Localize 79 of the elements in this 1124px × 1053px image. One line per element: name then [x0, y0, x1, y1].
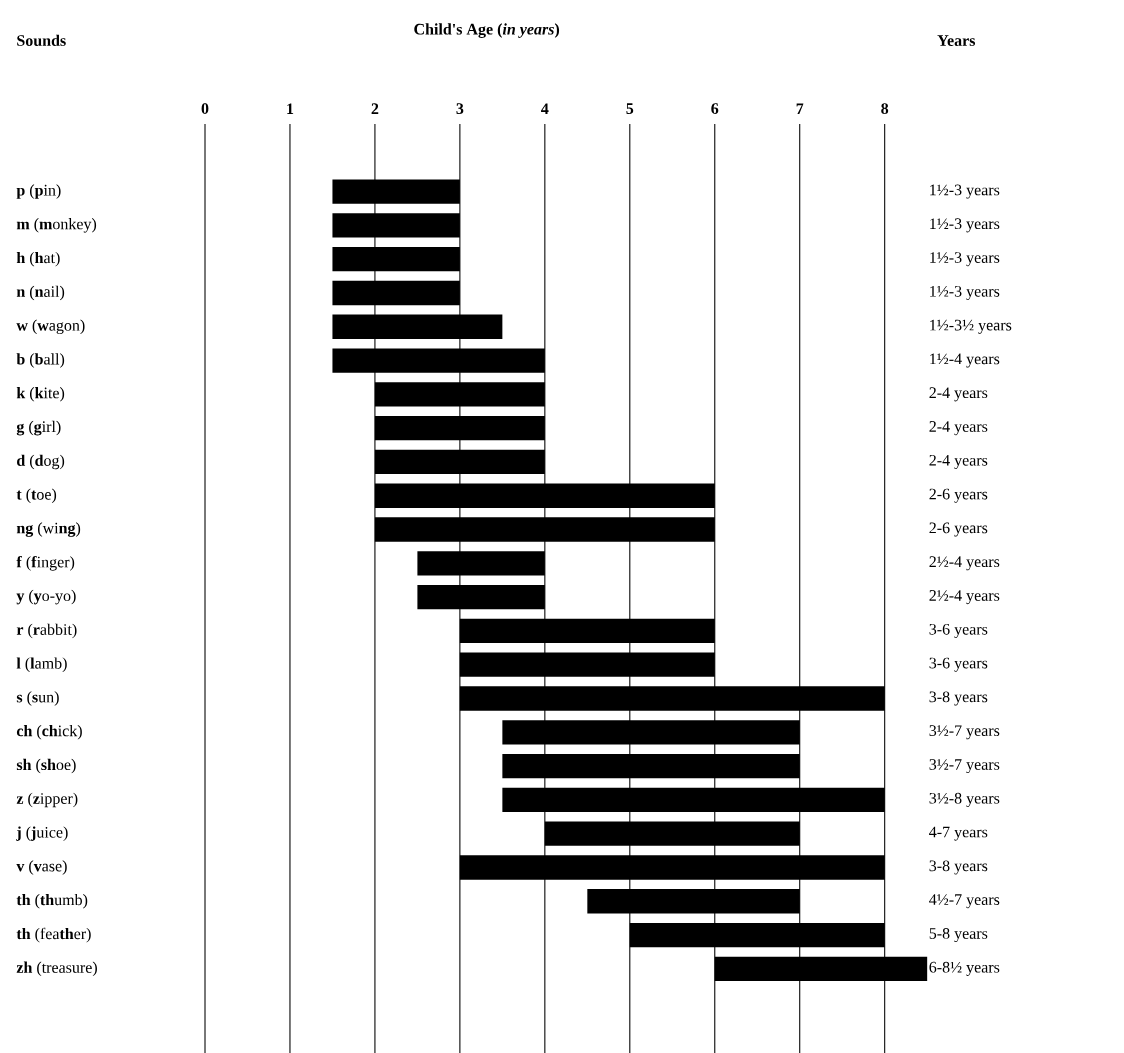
x-tick-label: 1 — [287, 103, 294, 114]
y-tick-label: z (zipper) — [16, 792, 78, 807]
text: 1½-4 years — [930, 353, 1000, 368]
y-tick-label: t (toe) — [16, 488, 57, 503]
y-tick-label: sh (shoe) — [16, 758, 76, 774]
bar — [374, 415, 545, 441]
y-tick-label: k (kite) — [16, 386, 65, 402]
text: 2½-4 years — [929, 556, 1000, 571]
bar — [332, 213, 460, 238]
bar — [332, 179, 460, 204]
bar — [502, 719, 800, 745]
text: 4½-7 years — [929, 894, 1000, 909]
text: 6-8½ years — [929, 961, 1000, 976]
text: 3-6 years — [929, 623, 988, 638]
text: 3-8 years — [929, 860, 988, 875]
y-tick-label: y (yo-yo) — [16, 589, 76, 605]
y-axis-title: Sounds — [17, 34, 66, 46]
y-tick-label: g (girl) — [16, 420, 61, 436]
text: 1½-3 years — [930, 218, 1000, 233]
bar — [417, 551, 545, 576]
bar — [374, 517, 715, 542]
y-tick-label: b (ball) — [16, 353, 65, 368]
text: 2-4 years — [929, 420, 988, 436]
y-tick-label: zh (treasure) — [16, 961, 97, 976]
text: 2-6 years — [929, 488, 988, 503]
x-tick-label: 2 — [371, 103, 379, 114]
y-tick-label: v (vase) — [16, 860, 67, 875]
bar — [459, 618, 715, 643]
y-tick-label: th (feather) — [16, 927, 91, 943]
bar — [587, 888, 800, 914]
text: 1½-3 years — [930, 285, 1000, 300]
bar — [374, 449, 545, 474]
text: 3-6 years — [929, 657, 988, 672]
bar — [502, 753, 800, 779]
y-tick-label: n (nail) — [16, 285, 65, 301]
x-tick-label: 6 — [711, 103, 719, 114]
x-tick-label: 0 — [201, 103, 209, 114]
text: 2-6 years — [929, 522, 988, 537]
y-tick-label: m (monkey) — [16, 217, 97, 233]
bar — [459, 652, 715, 677]
text: 1½-3½ years — [930, 319, 1012, 334]
bar — [544, 821, 800, 846]
text: 1½-3 years — [930, 184, 1000, 199]
bar — [374, 483, 715, 508]
text: 3½-7 years — [929, 725, 1000, 740]
text: 2½-4 years — [929, 589, 1000, 604]
bar — [332, 246, 460, 272]
y-tick-label: ng (wing) — [16, 522, 81, 537]
bar — [417, 584, 545, 610]
text: 5-8 years — [929, 927, 988, 942]
y-tick-label: l (lamb) — [16, 657, 67, 672]
bar — [332, 348, 545, 373]
chart-title: Child's Age (in years) — [414, 23, 560, 38]
y-tick-label: s (sun) — [16, 691, 59, 706]
y-tick-label: h (hat) — [16, 251, 60, 267]
y-tick-label: r (rabbit) — [16, 623, 77, 639]
text: 3-8 years — [929, 691, 988, 706]
text: 1½-3 years — [930, 251, 1000, 267]
text: 2-4 years — [929, 387, 988, 402]
y-tick-label: th (thumb) — [16, 893, 88, 909]
x-tick-label: 3 — [456, 103, 464, 114]
y-tick-label: j (juice) — [16, 826, 68, 841]
y-tick-label: ch (chick) — [16, 724, 82, 740]
bar — [332, 314, 503, 339]
text: 3½-7 years — [929, 758, 1000, 773]
y-tick-label: f (finger) — [16, 555, 75, 571]
text: 3½-8 years — [929, 792, 1000, 807]
y-tick-label: w (wagon) — [16, 319, 85, 334]
x-tick-label: 8 — [881, 103, 889, 114]
bar — [332, 280, 460, 305]
text: Years — [937, 35, 976, 46]
y-tick-label: d (dog) — [17, 454, 65, 470]
x-tick-label: 5 — [626, 103, 634, 114]
x-tick-label: 4 — [541, 103, 549, 114]
bar — [374, 382, 545, 407]
text: 4-7 years — [929, 826, 988, 841]
x-tick-label: 7 — [796, 103, 804, 114]
y-tick-label: p (pin) — [16, 184, 61, 199]
text: 2-4 years — [929, 454, 988, 469]
